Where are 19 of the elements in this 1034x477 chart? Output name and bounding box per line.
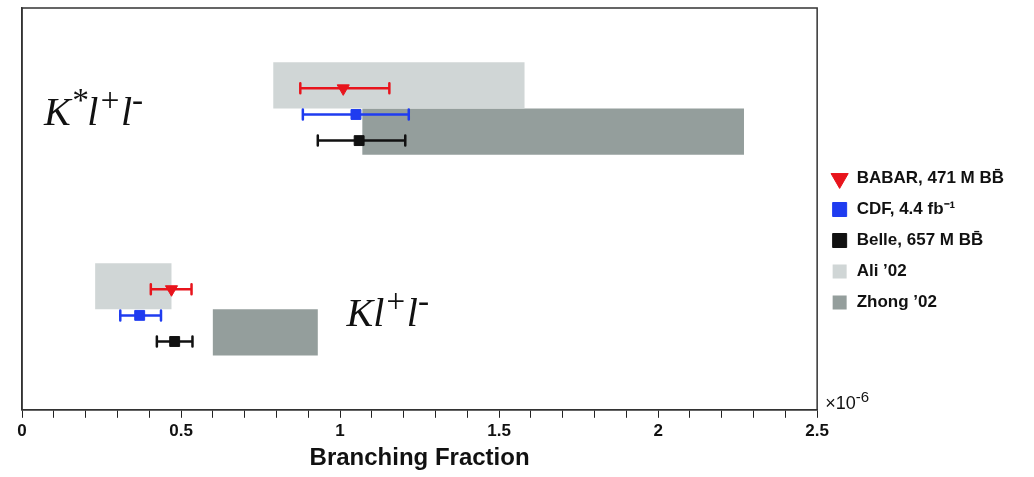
annotation: Kl$^{+}$l$^{-}$ [346,282,430,337]
legend-label: BABAR, 471 M BB̄ [856,168,1004,188]
legend-label: Ali ’02 [856,261,907,281]
text: ×10$^{-6}$ [825,387,870,414]
x-tick-label: 2.5 [805,420,829,440]
bar [95,263,172,310]
bar [273,62,525,109]
bar [212,309,318,356]
x-tick-label: 1 [335,420,345,440]
x-tick-label: 0 [17,420,27,440]
annotation: K$^{*}$l$^{+}$l$^{-}$ [43,81,144,136]
x-tick-label: 1.5 [487,420,511,440]
legend-label: Belle, 657 M BB̄ [856,230,984,250]
x-axis-title: Branching Fraction [309,443,530,471]
x-tick-label: 2 [653,420,663,440]
legend-label: Zhong ’02 [856,292,937,312]
bar [362,108,744,155]
x-tick-label: 0.5 [169,420,193,440]
legend-label: CDF, 4.4 fb⁻¹ [856,199,956,219]
